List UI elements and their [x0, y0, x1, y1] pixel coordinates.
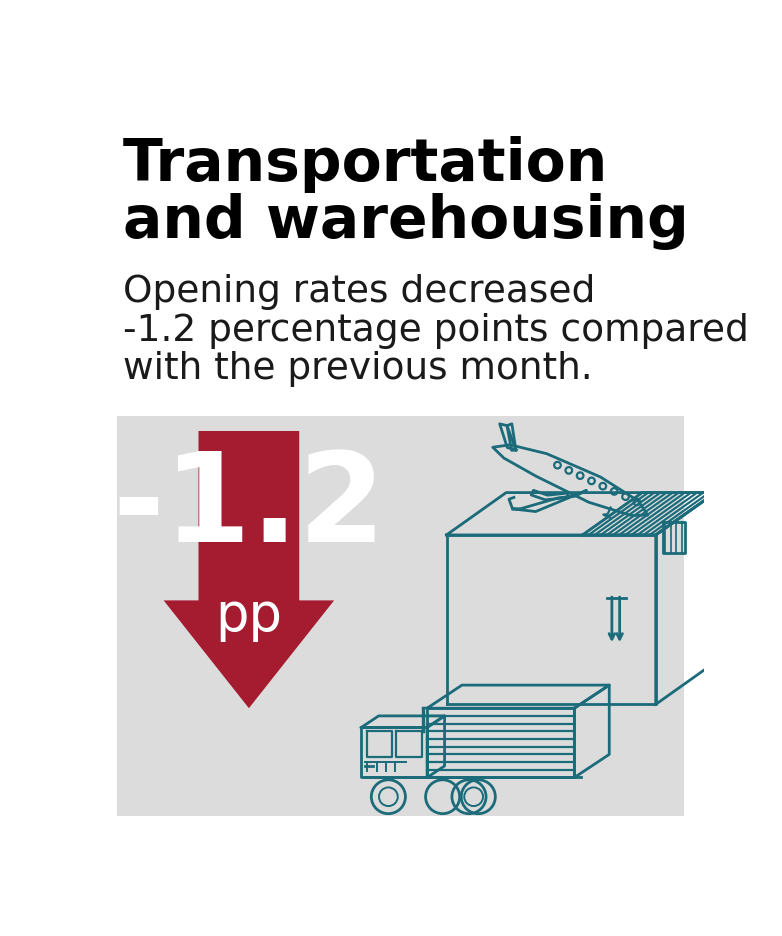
Text: -1.2: -1.2: [112, 446, 386, 568]
Text: Opening rates decreased: Opening rates decreased: [123, 274, 595, 310]
Polygon shape: [163, 431, 334, 709]
Bar: [117, 417, 684, 816]
Text: pp: pp: [215, 589, 282, 641]
Text: with the previous month.: with the previous month.: [123, 351, 592, 387]
Text: and warehousing: and warehousing: [123, 193, 688, 250]
Text: -1.2 percentage points compared: -1.2 percentage points compared: [123, 313, 748, 348]
Text: Transportation: Transportation: [123, 136, 608, 192]
